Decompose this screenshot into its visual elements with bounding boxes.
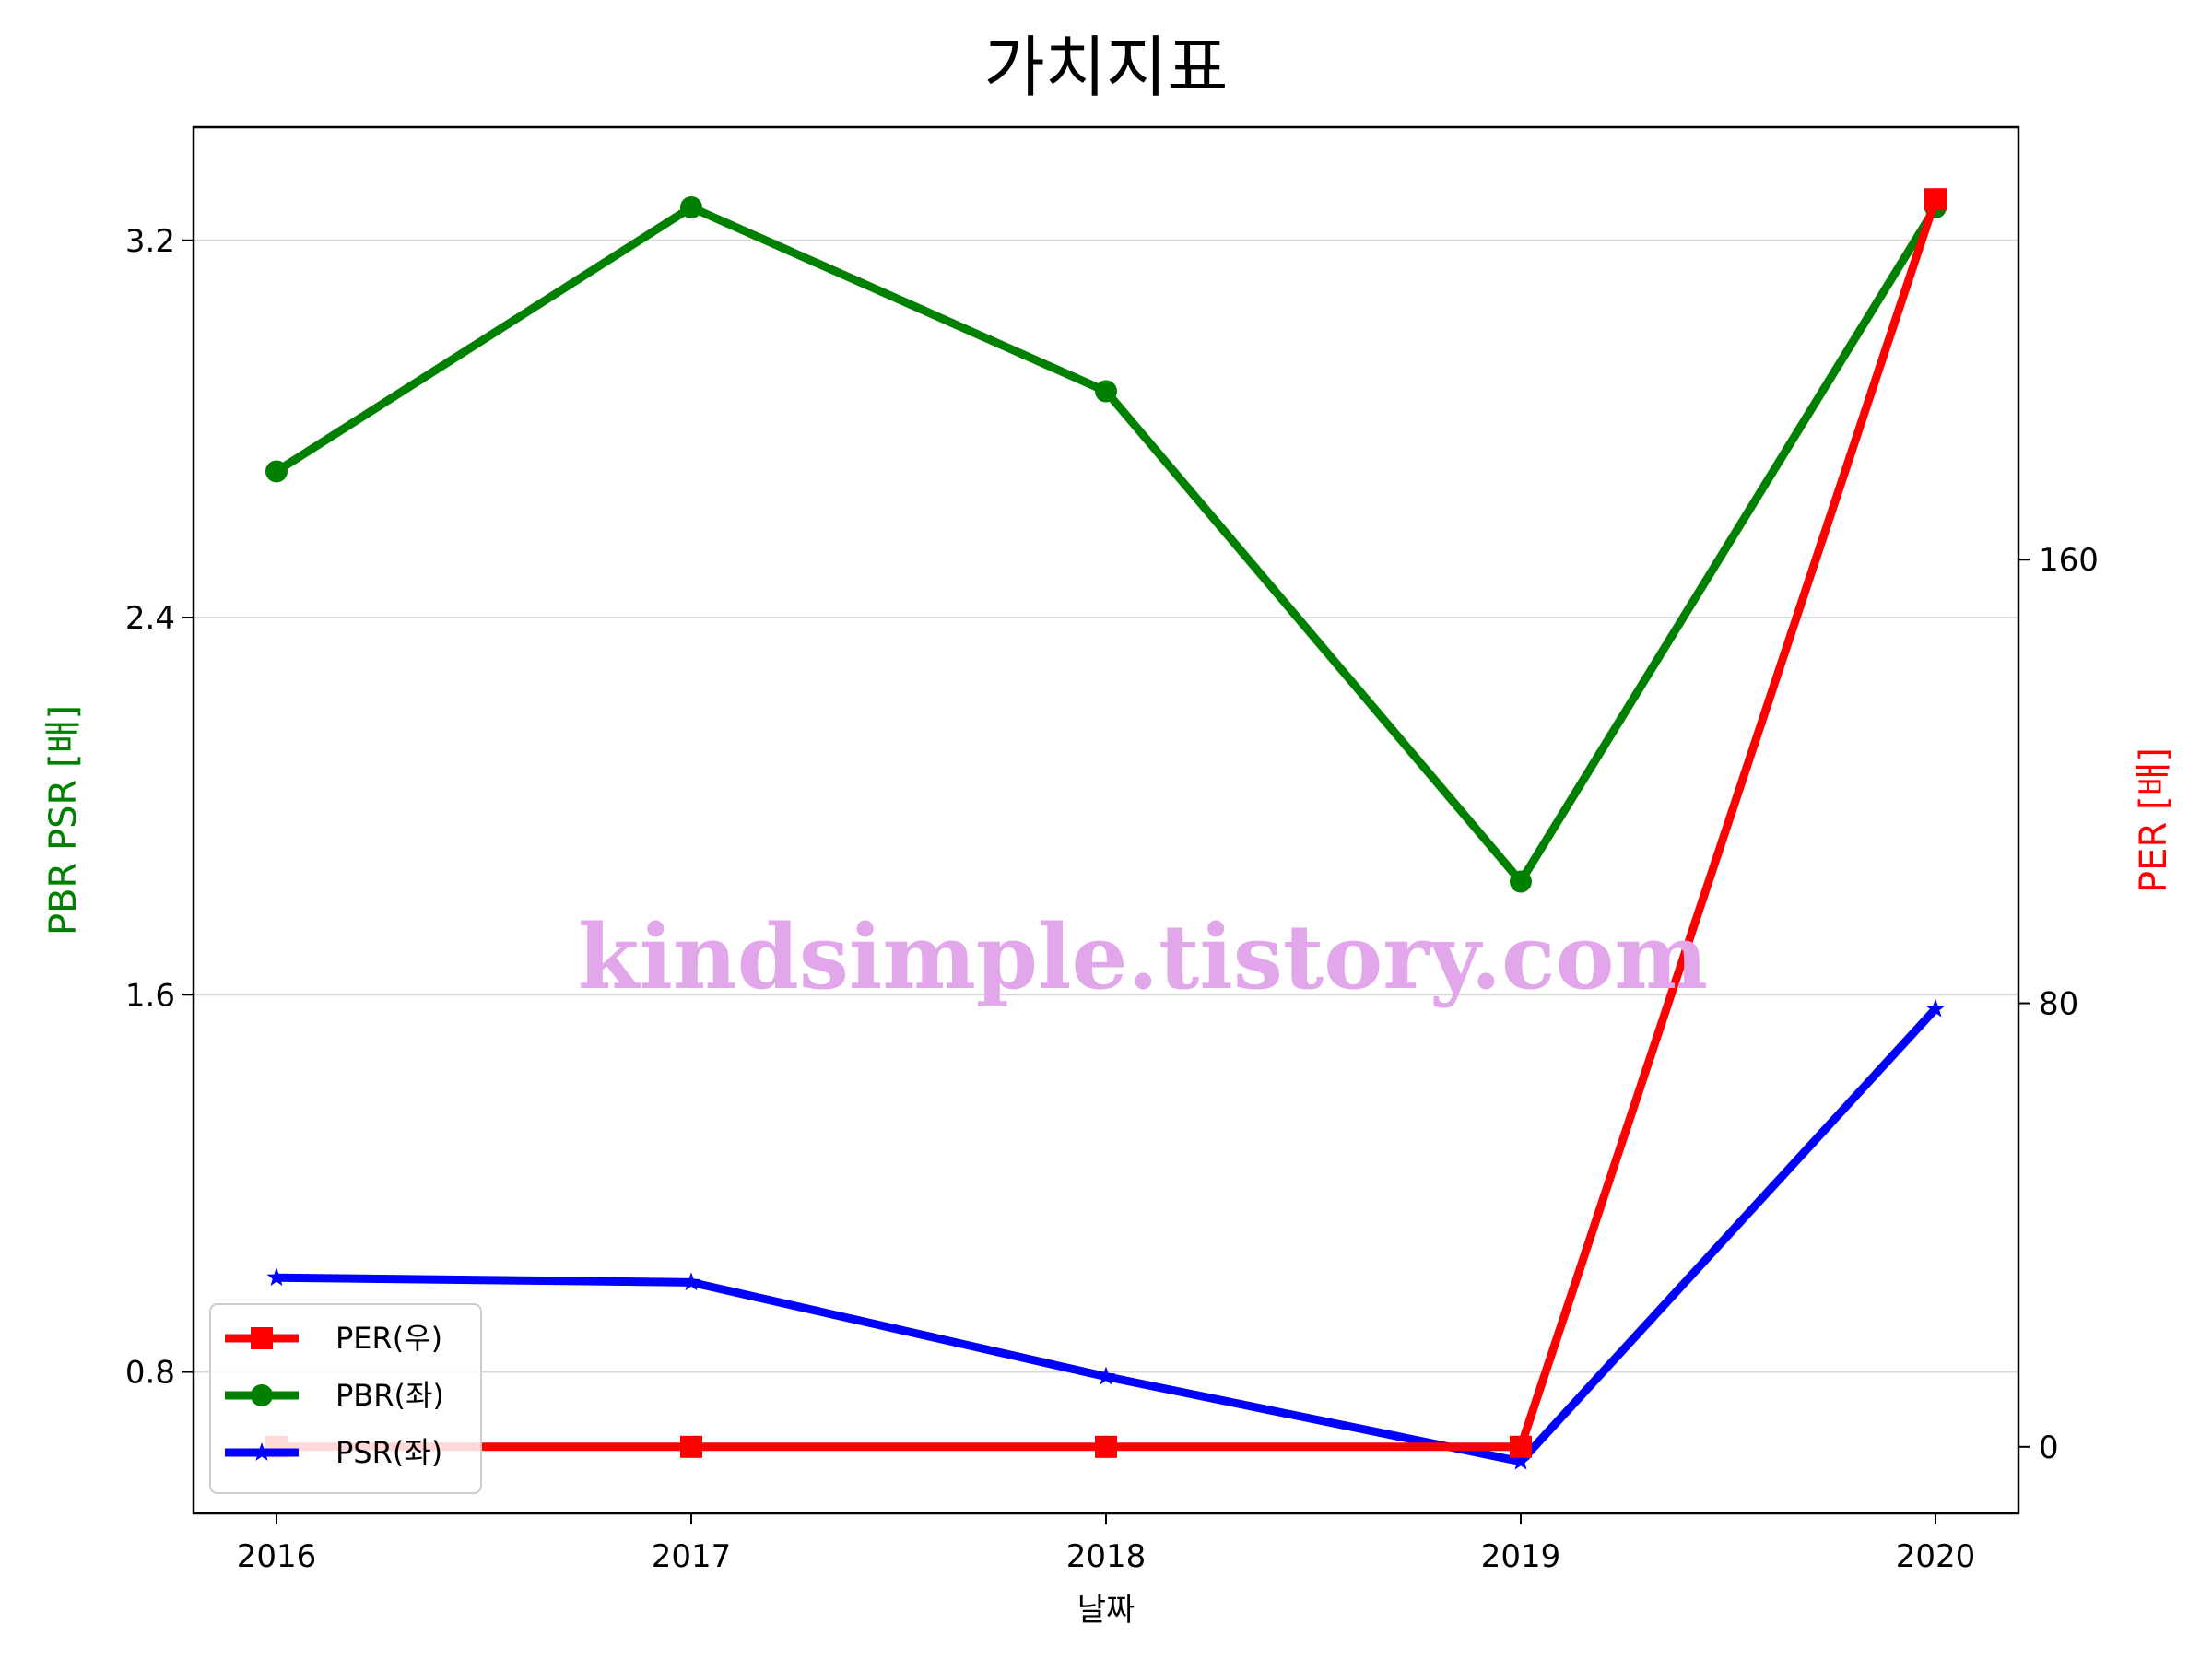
gridlines bbox=[194, 239, 2018, 1373]
left-tick-label: 0.8 bbox=[125, 1355, 175, 1392]
right-tick-label: 160 bbox=[2039, 542, 2099, 579]
data-point bbox=[1095, 380, 1117, 403]
data-point bbox=[1925, 998, 1946, 1018]
legend-swatch-marker bbox=[252, 1442, 272, 1461]
data-point bbox=[266, 1267, 287, 1287]
x-tick-label: 2017 bbox=[652, 1538, 732, 1575]
legend: PER(우) PBR(좌) PSR(좌) bbox=[209, 1303, 482, 1494]
data-point bbox=[680, 195, 702, 218]
left-axis-title: PBR PSR [배] bbox=[42, 705, 85, 935]
legend-items: PER(우) PBR(좌) PSR(좌) bbox=[225, 1321, 444, 1470]
legend-label: PSR(좌) bbox=[335, 1435, 442, 1470]
data-point bbox=[1510, 870, 1532, 893]
right-tick-label: 80 bbox=[2039, 986, 2078, 1023]
data-point bbox=[1924, 188, 1947, 211]
legend-item: PSR(좌) bbox=[225, 1435, 442, 1470]
legend-item: PER(우) bbox=[225, 1321, 442, 1356]
data-point bbox=[265, 460, 288, 483]
legend-label: PER(우) bbox=[335, 1321, 442, 1356]
watermark-text: kindsimple.tistory.com bbox=[578, 905, 1708, 1009]
left-tick-label: 2.4 bbox=[125, 600, 175, 637]
chart-title: 가치지표 bbox=[984, 29, 1229, 106]
data-point bbox=[1511, 1451, 1531, 1470]
left-tick-label: 3.2 bbox=[125, 223, 175, 260]
legend-label: PBR(좌) bbox=[335, 1378, 444, 1413]
series-star bbox=[266, 998, 1946, 1470]
data-point bbox=[1510, 1435, 1532, 1458]
x-tick-label: 2018 bbox=[1066, 1538, 1147, 1575]
x-tick-label: 2020 bbox=[1896, 1538, 1976, 1575]
axes: 0.8 1.6 2.4 3.2 0 80 160 2016 2017 2018 2019 2020 bbox=[125, 223, 2099, 1575]
data-point bbox=[680, 1435, 702, 1458]
data-point bbox=[1096, 1366, 1116, 1385]
x-tick-label: 2016 bbox=[237, 1538, 317, 1575]
legend-swatch-marker bbox=[251, 1384, 273, 1406]
right-axis-title: PER [배] bbox=[2133, 747, 2175, 893]
data-point bbox=[1095, 1435, 1117, 1458]
series-circle bbox=[265, 195, 1947, 893]
legend-swatch-marker bbox=[251, 1327, 273, 1349]
legend-box bbox=[209, 1303, 482, 1494]
x-axis-title: 날짜 bbox=[1077, 1592, 1135, 1629]
x-tick-label: 2019 bbox=[1481, 1538, 1561, 1575]
data-point bbox=[681, 1272, 701, 1291]
left-tick-label: 1.6 bbox=[125, 977, 175, 1014]
legend-item: PBR(좌) bbox=[225, 1378, 444, 1413]
right-tick-label: 0 bbox=[2039, 1430, 2059, 1466]
